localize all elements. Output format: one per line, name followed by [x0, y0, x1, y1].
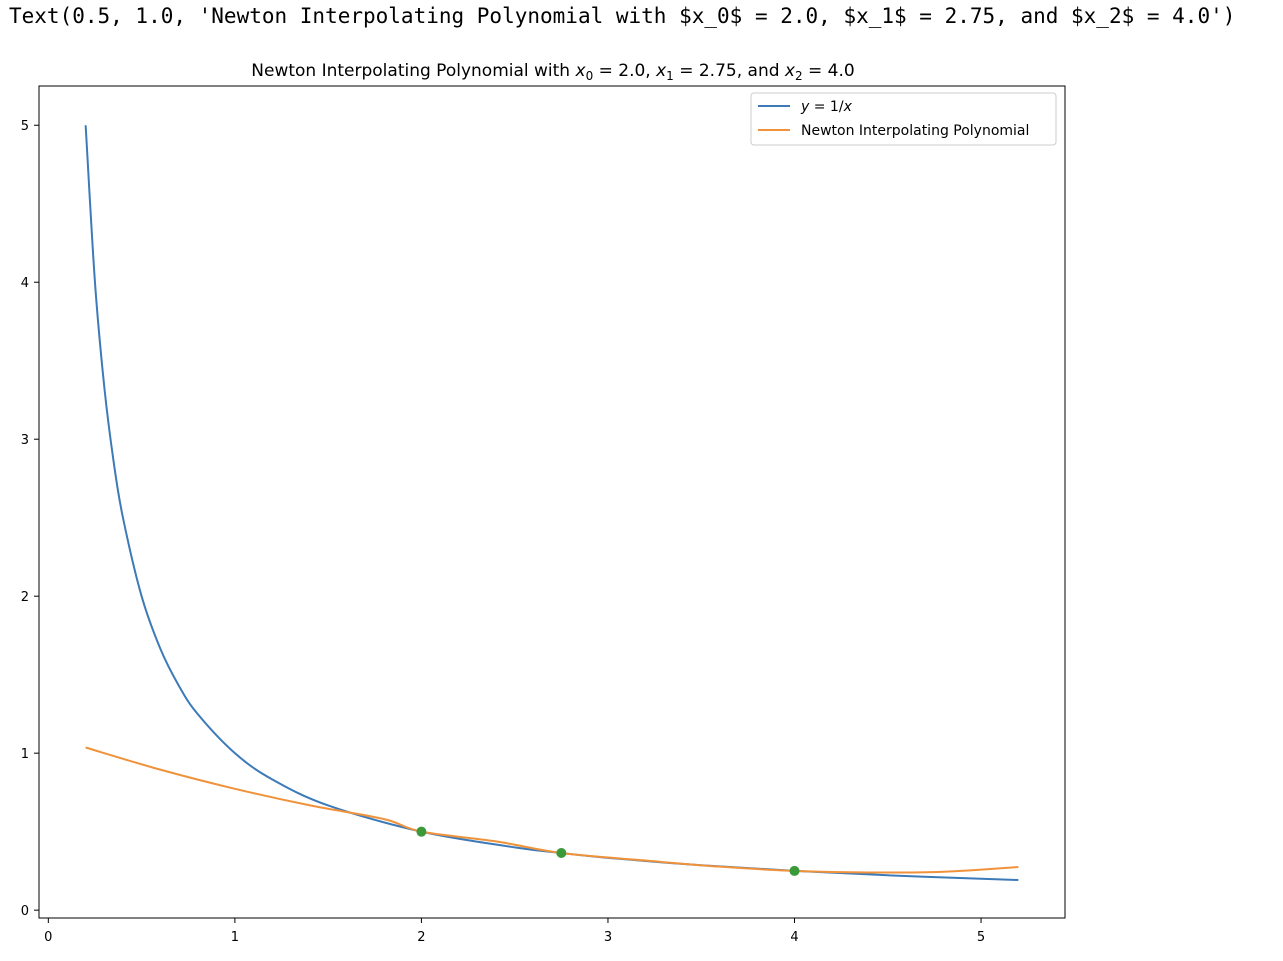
x-tick-label: 4 — [790, 930, 798, 945]
interpolation-node — [556, 848, 567, 859]
y-tick-label: 1 — [21, 747, 29, 762]
y-axis: 0 1 2 3 4 5 — [21, 119, 39, 919]
legend-box — [750, 92, 1057, 146]
interpolation-node — [416, 826, 427, 837]
x-tick-label: 1 — [231, 930, 239, 945]
y-tick-label: 4 — [21, 276, 29, 291]
x-tick-label: 0 — [44, 930, 52, 945]
x-tick-label: 5 — [977, 930, 985, 945]
interpolation-node — [789, 865, 800, 876]
output-repr-text: Text(0.5, 1.0, 'Newton Interpolating Pol… — [9, 4, 1236, 28]
y-tick-label: 5 — [21, 119, 29, 134]
legend-label-reciprocal: y = 1/x — [800, 99, 853, 115]
y-tick-label: 0 — [21, 904, 29, 919]
legend: y = 1/x Newton Interpolating Polynomial — [750, 92, 1057, 146]
legend-label-newton: Newton Interpolating Polynomial — [801, 123, 1029, 139]
series-line-1 — [85, 746, 1019, 874]
x-tick-label: 2 — [417, 930, 425, 945]
y-tick-label: 2 — [21, 590, 29, 605]
x-tick-label: 3 — [604, 930, 612, 945]
points-layer — [416, 826, 800, 876]
x-axis: 0 1 2 3 4 5 — [44, 918, 985, 945]
chart-title: Newton Interpolating Polynomial with x0 … — [251, 61, 854, 83]
series-layer — [84, 125, 1019, 882]
series-line-0 — [84, 125, 1019, 882]
plot-frame — [38, 85, 1066, 919]
y-tick-label: 3 — [21, 433, 29, 448]
